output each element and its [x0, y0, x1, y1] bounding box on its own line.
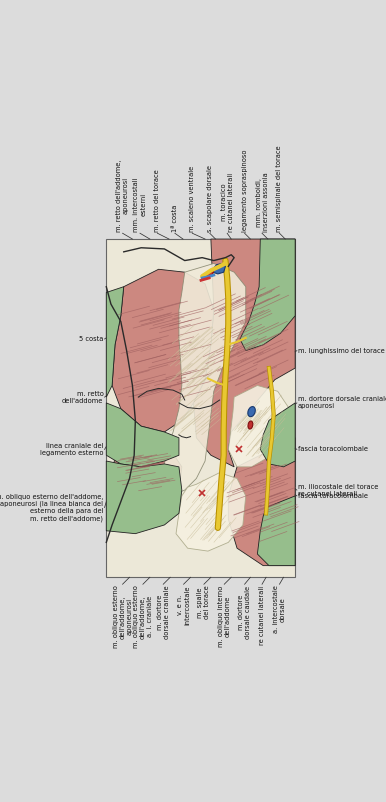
Polygon shape [257, 496, 295, 565]
Text: legamento sopraspinoso: legamento sopraspinoso [242, 150, 247, 232]
Bar [106, 239, 295, 577]
Polygon shape [106, 286, 124, 397]
Text: m. obliquo esterno
dell'addome,
a. i. craniale: m. obliquo esterno dell'addome, a. i. cr… [133, 585, 153, 648]
Text: m. dortore
dorsale craniale: m. dortore dorsale craniale [157, 585, 170, 639]
Text: linea craniale del
legamento esterno: linea craniale del legamento esterno [40, 443, 103, 456]
Text: m. scaleno ventrale: m. scaleno ventrale [189, 166, 195, 232]
Text: fascia toracolombale: fascia toracolombale [298, 447, 368, 452]
Text: a. intercostale
dorsale: a. intercostale dorsale [273, 585, 286, 634]
Text: s. scapolare dorsale: s. scapolare dorsale [207, 165, 213, 232]
Text: m. semispinale del torace: m. semispinale del torace [276, 145, 283, 232]
Text: mm. intercostali
esterni: mm. intercostali esterni [134, 177, 147, 232]
Text: m. obliquo esterno
dell'addome,
aponeurosi: m. obliquo esterno dell'addome, aponeuro… [113, 585, 132, 648]
Polygon shape [106, 461, 182, 533]
Text: m. toracico
re cutanei laterali: m. toracico re cutanei laterali [221, 173, 234, 232]
Polygon shape [106, 403, 179, 467]
Ellipse shape [248, 421, 253, 429]
Text: m. obliquo interno
dell'addome: m. obliquo interno dell'addome [218, 585, 231, 646]
Ellipse shape [248, 407, 255, 417]
Polygon shape [213, 263, 225, 274]
Polygon shape [205, 269, 214, 277]
Text: fascia toracolombale: fascia toracolombale [298, 493, 368, 499]
Text: 5 costa: 5 costa [79, 336, 103, 342]
Polygon shape [112, 444, 182, 502]
Polygon shape [164, 263, 246, 496]
Text: m. retto
dell'addome: m. retto dell'addome [62, 391, 103, 403]
Text: v. e n.
intercostale: v. e n. intercostale [177, 585, 190, 625]
Text: m. lunghissimo del torace: m. lunghissimo del torace [298, 347, 385, 354]
Polygon shape [193, 239, 295, 467]
Polygon shape [229, 438, 295, 565]
Text: m. retto del torace: m. retto del torace [154, 169, 161, 232]
Text: 1ª costa: 1ª costa [172, 205, 178, 232]
Text: mm. romboidi,
inserzioni assonia: mm. romboidi, inserzioni assonia [256, 172, 269, 232]
Polygon shape [229, 386, 290, 467]
Text: m. dortore dorsale craniale,
aponeurosi: m. dortore dorsale craniale, aponeurosi [298, 396, 386, 410]
Text: m. obliquo esterno dell'addome,
aponeurosi (la linea bianca del
esterno della pa: m. obliquo esterno dell'addome, aponeuro… [0, 493, 103, 521]
Text: m. retto dell'addome,
aponeurosi: m. retto dell'addome, aponeurosi [116, 160, 129, 232]
Polygon shape [240, 239, 295, 350]
Polygon shape [112, 269, 214, 432]
Polygon shape [176, 472, 246, 551]
Text: m. iliocostale del torace
re cutanei laterali: m. iliocostale del torace re cutanei lat… [298, 484, 378, 496]
Text: m. dortore
dorsale caudale: m. dortore dorsale caudale [238, 585, 251, 638]
Text: m. spalle
del torace: m. spalle del torace [197, 585, 210, 619]
Text: re cutanei laterali: re cutanei laterali [259, 585, 265, 645]
Polygon shape [260, 403, 295, 467]
